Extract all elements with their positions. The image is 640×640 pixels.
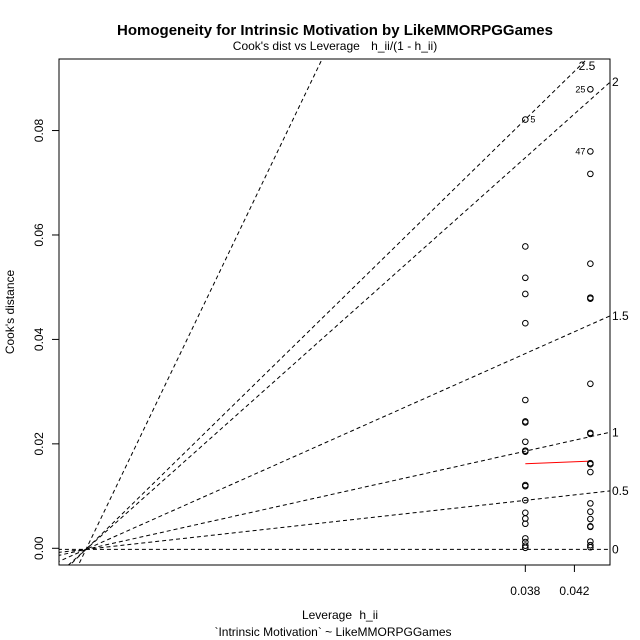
- data-point-1: [522, 243, 529, 250]
- data-point-22: [587, 148, 594, 155]
- plot-frame: [58, 58, 611, 566]
- data-point-20: [522, 544, 529, 552]
- x-axis-label-main: Leverage: [302, 608, 352, 622]
- contour-line-2: [59, 431, 610, 556]
- data-point-31: [587, 460, 594, 468]
- data-point-37: [587, 523, 594, 531]
- chart-subtitle-formula: h_ii/(1 - h_ii): [371, 39, 437, 53]
- data-point-14: [522, 509, 529, 517]
- y-axis-label: Cook's distance: [3, 270, 17, 355]
- data-point-5: [522, 396, 529, 404]
- contour-line-3: [59, 315, 610, 562]
- data-point-26: [587, 295, 594, 302]
- data-point-8: [522, 438, 529, 446]
- contour-line-1: [59, 490, 610, 553]
- y-tick-label-2: 0.04: [32, 327, 46, 351]
- data-point-19: [522, 542, 529, 549]
- data-point-39: [587, 541, 594, 549]
- contour-label-4: 2: [612, 75, 619, 89]
- data-point-17: [522, 535, 529, 542]
- data-point-40: [587, 543, 594, 551]
- contour-label-3: 1.5: [612, 309, 629, 323]
- smoother-line: [525, 460, 591, 465]
- data-point-34: [587, 508, 594, 516]
- data-point-33: [587, 500, 594, 507]
- smoother-curve: [525, 460, 591, 465]
- data-point-4: [522, 319, 529, 327]
- cooks-contour-lines: [59, 59, 610, 565]
- contour-line-4: [67, 81, 610, 565]
- y-tick-label-3: 0.06: [32, 223, 46, 247]
- x-axis-label: Leverage h_ii: [302, 608, 378, 622]
- data-point-2: [522, 274, 529, 282]
- model-caption: `Intrinsic Motivation` ~ LikeMMORPGGames: [214, 625, 451, 639]
- data-point-7: [522, 419, 529, 426]
- contour-line-6: [77, 59, 323, 565]
- data-point-12: [522, 482, 529, 490]
- data-point-3: [522, 290, 529, 298]
- chart-title: Homogeneity for Intrinsic Motivation by …: [117, 22, 553, 39]
- point-label-25: 25: [575, 84, 585, 94]
- plot-titles: Homogeneity for Intrinsic Motivation by …: [117, 22, 553, 53]
- data-point-10: [522, 448, 529, 455]
- x-axis-label-sub: h_ii: [359, 608, 378, 622]
- chart-subtitle: Cook's dist vs Leverage h_ii/(1 - h_ii): [233, 39, 437, 53]
- data-point-35: [587, 515, 594, 523]
- data-point-16: [522, 520, 529, 528]
- contour-line-5: [69, 59, 588, 565]
- contour-label-0: 0: [612, 542, 619, 556]
- data-point-0: [522, 116, 529, 123]
- contour-label-2: 1: [612, 425, 619, 439]
- data-point-24: [587, 260, 594, 267]
- x-axis: 0.038 0.042: [510, 564, 590, 598]
- cooks-contour-labels: 0 0.5 1 1.5 2 2.5: [579, 59, 629, 556]
- contour-label-5: 2.5: [579, 59, 596, 73]
- data-point-27: [587, 380, 594, 388]
- contour-label-1: 0.5: [612, 484, 629, 498]
- point-label-47: 47: [575, 146, 585, 156]
- x-tick-label-0: 0.038: [510, 584, 540, 598]
- point-label-5: 5: [530, 115, 535, 125]
- data-point-32: [587, 468, 594, 476]
- x-tick-label-1: 0.042: [559, 584, 589, 598]
- data-point-23: [587, 170, 594, 178]
- y-tick-label-1: 0.02: [32, 432, 46, 456]
- y-axis: 0.00 0.02 0.04 0.06 0.08: [32, 119, 60, 560]
- data-point-13: [522, 496, 529, 504]
- data-point-21: [587, 85, 594, 93]
- y-tick-label-4: 0.08: [32, 119, 46, 143]
- data-point-29: [587, 430, 594, 438]
- y-tick-label-0: 0.00: [32, 536, 46, 560]
- data-points: 5 25 47: [522, 84, 594, 552]
- chart-subtitle-main: Cook's dist vs Leverage: [233, 39, 360, 53]
